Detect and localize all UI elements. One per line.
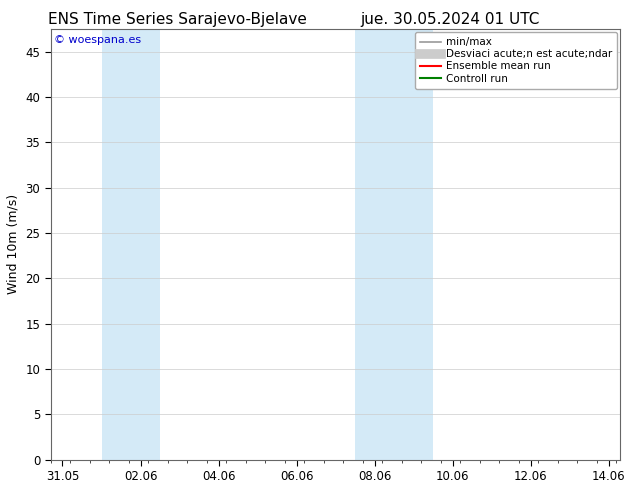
Bar	[355, 29, 433, 460]
Text: jue. 30.05.2024 01 UTC: jue. 30.05.2024 01 UTC	[361, 12, 540, 27]
Legend: min/max, Desviaci acute;n est acute;ndar, Ensemble mean run, Controll run: min/max, Desviaci acute;n est acute;ndar…	[415, 32, 618, 89]
Text: © woespana.es: © woespana.es	[54, 35, 141, 46]
Text: ENS Time Series Sarajevo-Bjelave: ENS Time Series Sarajevo-Bjelave	[48, 12, 307, 27]
Y-axis label: Wind 10m (m/s): Wind 10m (m/s)	[7, 194, 20, 294]
Bar	[101, 29, 160, 460]
